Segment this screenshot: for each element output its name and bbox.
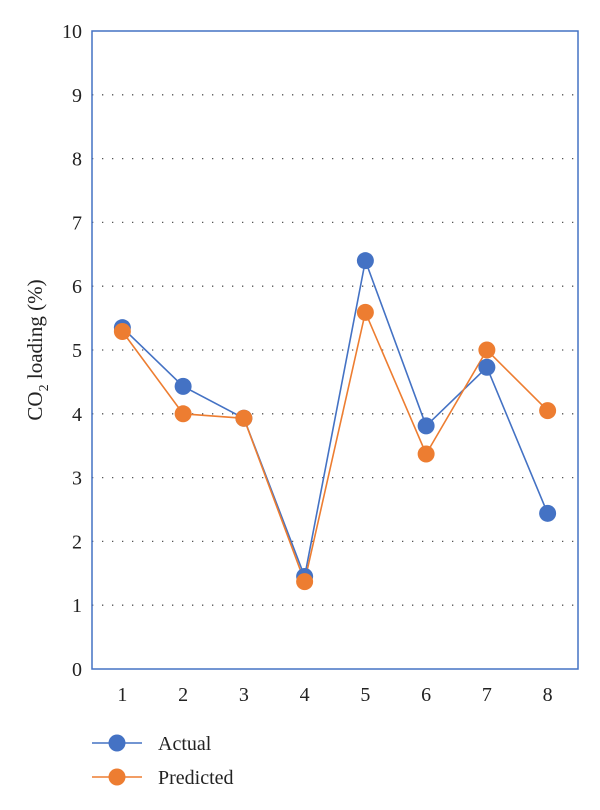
- data-point-predicted: [539, 402, 557, 420]
- y-axis-label: CO2 loading (%): [23, 279, 52, 420]
- series-line-predicted: [121, 309, 549, 585]
- x-tick-labels: 1 2 3 4 5 6 7 8: [117, 684, 552, 706]
- y-tick-label: 2: [72, 531, 82, 553]
- series-group: [113, 252, 557, 591]
- gridlines: [92, 94, 578, 606]
- x-tick-label: 7: [482, 684, 492, 706]
- y-tick-label: 9: [72, 85, 82, 107]
- legend-marker-actual: [108, 734, 126, 752]
- plot-frame: [91, 30, 579, 670]
- x-tick-label: 8: [543, 684, 553, 706]
- y-tick-label: 0: [72, 659, 82, 681]
- data-point-predicted: [235, 409, 253, 427]
- y-tick-label: 3: [72, 468, 82, 490]
- data-point-actual: [356, 252, 374, 270]
- y-tick-label: 1: [72, 595, 82, 617]
- y-tick-label: 7: [72, 212, 82, 234]
- data-point-actual: [174, 377, 192, 395]
- y-tick-label: 6: [72, 276, 82, 298]
- legend-label-predicted: Predicted: [158, 767, 234, 789]
- data-point-actual: [478, 358, 496, 376]
- x-tick-label: 1: [117, 684, 127, 706]
- x-tick-label: 2: [178, 684, 188, 706]
- data-point-predicted: [296, 573, 314, 591]
- legend-label-actual: Actual: [158, 733, 212, 755]
- y-tick-label: 10: [62, 21, 82, 43]
- data-point-predicted: [113, 322, 131, 340]
- data-point-predicted: [174, 405, 192, 423]
- legend-marker-predicted: [108, 768, 126, 786]
- data-point-actual: [417, 417, 435, 435]
- y-tick-labels: 0 1 2 3 4 5 6 7 8 9 10: [62, 21, 82, 681]
- series-line-actual: [121, 257, 549, 580]
- data-point-actual: [539, 504, 557, 522]
- x-tick-label: 5: [360, 684, 370, 706]
- x-tick-label: 3: [239, 684, 249, 706]
- y-tick-label: 8: [72, 149, 82, 171]
- x-tick-label: 6: [421, 684, 431, 706]
- y-tick-label: 5: [72, 340, 82, 362]
- legend: Actual Predicted: [92, 733, 234, 789]
- data-point-predicted: [478, 341, 496, 359]
- x-tick-label: 4: [300, 684, 310, 706]
- data-point-predicted: [356, 303, 374, 321]
- data-point-predicted: [417, 445, 435, 463]
- y-tick-label: 4: [72, 404, 82, 426]
